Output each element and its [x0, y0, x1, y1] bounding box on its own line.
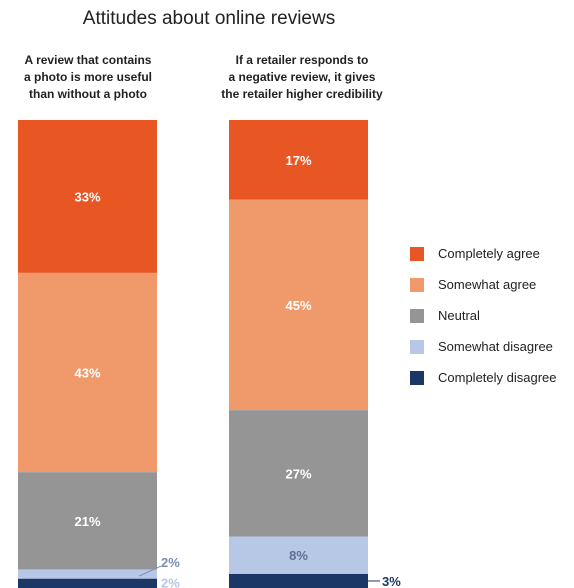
bar-2-value-label: 27% [285, 466, 311, 481]
legend-item-completely-disagree: Completely disagree [410, 362, 557, 393]
bar-2-value-label: 17% [285, 153, 311, 168]
bar-2-segment [229, 536, 368, 574]
bar-1-segment [18, 272, 157, 473]
legend: Completely agree Somewhat agree Neutral … [410, 238, 557, 393]
legend-swatch [410, 308, 424, 323]
legend-label: Completely disagree [438, 370, 557, 385]
bar-2-label-line: the retailer higher credibility [221, 87, 383, 101]
bar-1-label-line: A review that contains [24, 53, 152, 67]
bar-1-segment [18, 578, 157, 588]
bar-2-label-line: If a retailer responds to [235, 53, 369, 67]
legend-item-somewhat-agree: Somewhat agree [410, 269, 557, 300]
legend-item-neutral: Neutral [410, 300, 557, 331]
bar-1-label-line: than without a photo [29, 87, 147, 101]
bar-2-segment [229, 410, 368, 537]
bar-1-segment [18, 120, 157, 273]
legend-item-somewhat-disagree: Somewhat disagree [410, 331, 557, 362]
legend-label: Completely agree [438, 246, 540, 261]
bar-2-label: If a retailer responds to a negative rev… [192, 52, 412, 103]
legend-swatch [410, 339, 424, 354]
bar-1-segment [18, 569, 157, 579]
bar-2-segment [229, 120, 368, 200]
bar-2-value-label: 45% [285, 298, 311, 313]
bar-2-callout-label: 3% [382, 574, 401, 588]
bar-1-value-label: 43% [74, 366, 100, 381]
bar-1-label: A review that contains a photo is more u… [0, 52, 176, 103]
bar-2-label-line: a negative review, it gives [228, 70, 376, 84]
bar-2-segment [229, 199, 368, 411]
bar-1-segment [18, 472, 157, 570]
bar-1-callout-label: 2% [161, 575, 180, 588]
chart-title: Attitudes about online reviews [82, 8, 336, 29]
callout-line [138, 565, 162, 577]
legend-swatch [410, 370, 424, 385]
bar-1-value-label: 33% [74, 189, 100, 204]
bar-1-value-label: 21% [74, 514, 100, 529]
bar-1-callout-label: 2% [161, 555, 180, 570]
legend-swatch [410, 277, 424, 292]
bar-2-segment [229, 573, 368, 588]
legend-label: Neutral [438, 308, 480, 323]
legend-label: Somewhat agree [438, 277, 537, 292]
legend-item-completely-agree: Completely agree [410, 238, 557, 269]
legend-label: Somewhat disagree [438, 339, 553, 354]
bar-2-value-label: 8% [289, 548, 308, 563]
legend-swatch [410, 246, 424, 261]
bar-1-label-line: a photo is more useful [23, 70, 152, 84]
